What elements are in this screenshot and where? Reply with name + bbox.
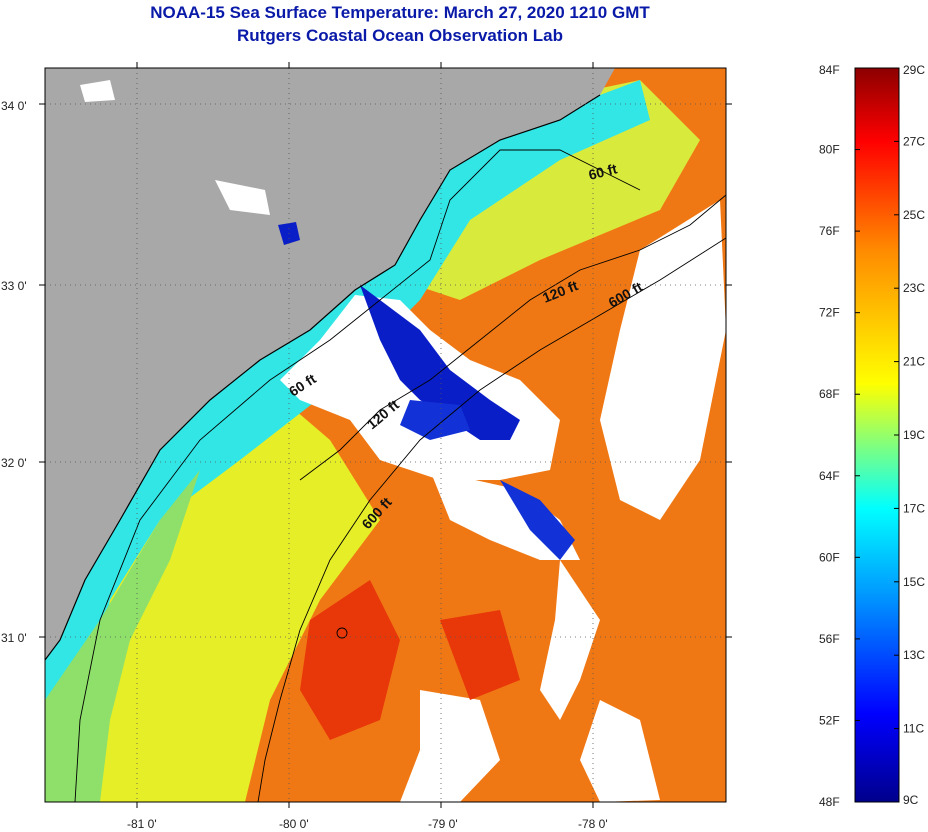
colorbar-c-label: 29C <box>903 63 925 77</box>
lon-tick-label: -80 0' <box>279 817 309 831</box>
seamount-contour <box>336 627 348 639</box>
colorbar-c-label: 15C <box>903 575 925 589</box>
colorbar-f-label: 56F <box>819 632 840 646</box>
lat-tick-label: 33 0' <box>1 279 27 293</box>
colorbar-c-label: 9C <box>903 793 919 807</box>
map-title: NOAA-15 Sea Surface Temperature: March 2… <box>150 3 650 22</box>
isobath-120ft <box>299 194 726 481</box>
cold-water-plume <box>360 285 520 440</box>
coastline <box>45 94 601 661</box>
lat-tick-label: 31 0' <box>1 631 27 645</box>
colorbar-c-label: 17C <box>903 501 925 515</box>
nearshore-water-band <box>45 470 200 802</box>
map-subtitle: Rutgers Coastal Ocean Observation Lab <box>237 26 563 45</box>
cold-water-patch <box>400 400 470 440</box>
colorbar-f-label: 64F <box>819 469 840 483</box>
colorbar-f-label: 84F <box>819 63 840 77</box>
colorbar-c-label: 21C <box>903 355 925 369</box>
map-frame <box>44 67 727 803</box>
warm-core-patch <box>300 580 400 740</box>
warm-core-patch-2 <box>440 610 520 700</box>
graticule <box>45 68 726 802</box>
colorbar-f-label: 68F <box>819 387 840 401</box>
colorbar-c-label: 27C <box>903 134 925 148</box>
colorbar-c-label: 11C <box>903 722 924 736</box>
lon-tick-label: -81 0' <box>127 817 157 831</box>
colorbar-fahrenheit-labels: 84F 80F 76F 72F 68F 64F 60F 56F 52F 48F <box>819 63 840 809</box>
temperature-colorbar <box>854 67 900 803</box>
frame-ticks <box>39 62 732 808</box>
colorbar-c-label: 23C <box>903 281 925 295</box>
isobath-60ft <box>74 149 641 802</box>
colorbar-f-label: 80F <box>819 143 840 157</box>
colorbar-f-label: 48F <box>819 795 840 809</box>
cold-water-filament <box>500 480 575 560</box>
colorbar-f-label: 76F <box>819 224 840 238</box>
isobath-600ft <box>257 237 726 802</box>
map-panel: 60 ft 60 ft 120 ft 120 ft 600 ft 600 ft <box>45 68 726 802</box>
colorbar-celsius-labels: 29C 27C 25C 23C 21C 19C 17C 15C 13C 11C 9C <box>903 63 925 807</box>
colorbar-c-label: 13C <box>903 648 925 662</box>
colorbar-f-label: 52F <box>819 713 840 727</box>
colorbar-c-label: 19C <box>903 428 925 442</box>
lat-tick-label: 32 0' <box>1 456 27 470</box>
lat-tick-label: 34 0' <box>1 99 27 113</box>
colorbar-f-label: 72F <box>819 306 840 320</box>
colorbar-f-label: 60F <box>819 550 840 564</box>
lon-tick-label: -78 0' <box>578 817 608 831</box>
lon-tick-label: -79 0' <box>428 817 458 831</box>
colorbar-ticks <box>855 67 899 803</box>
colorbar-c-label: 25C <box>903 208 925 222</box>
isobath-label-60ft-north: 60 ft <box>587 160 619 183</box>
land-mass <box>45 68 615 660</box>
